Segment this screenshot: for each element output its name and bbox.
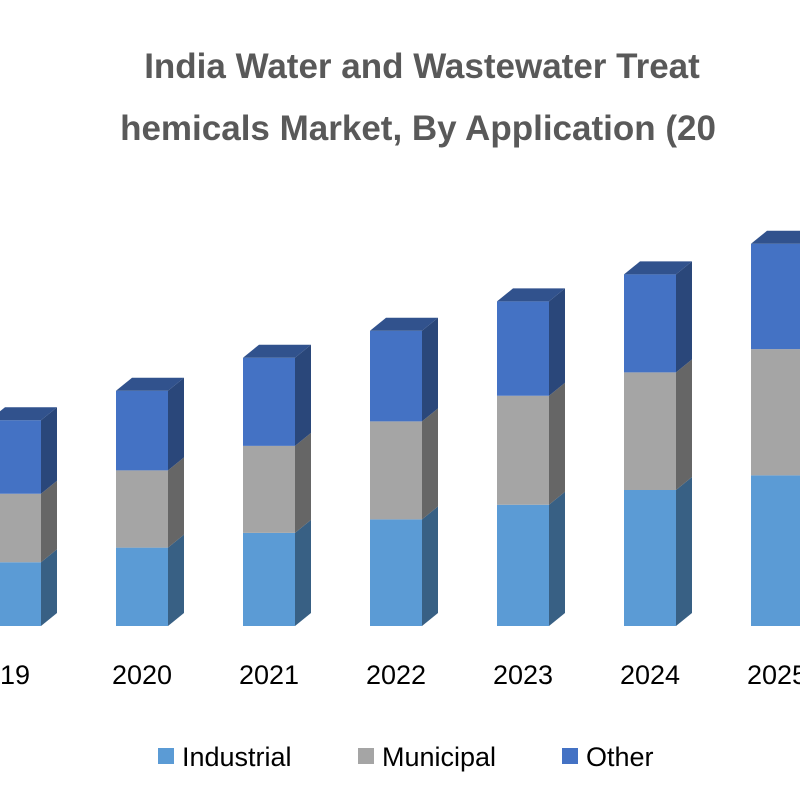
legend-item-municipal: Municipal (358, 742, 496, 772)
bar-segment-industrial-2023 (497, 491, 565, 626)
bar-front-face (624, 490, 676, 626)
bar-side-face (295, 432, 311, 533)
x-tick-label: 2024 (620, 660, 680, 690)
bar-front-face (751, 475, 800, 626)
bar-segment-other-2024 (624, 261, 692, 373)
bar-front-face (370, 330, 422, 422)
bar-front-face (624, 372, 676, 491)
bar-top-face (0, 407, 57, 421)
x-axis-tick-labels: 19 2020 2021 2022 2023 2024 2025 (0, 660, 800, 690)
bar-segment-municipal-2021 (243, 432, 311, 533)
legend-swatch (562, 748, 578, 764)
bar-front-face (497, 504, 549, 626)
bar-side-face (549, 288, 565, 396)
bar-side-face (168, 377, 184, 471)
bar-front-face (370, 421, 422, 520)
x-tick-label: 2025 (747, 660, 800, 690)
bar-front-face (497, 395, 549, 505)
legend-label: Municipal (382, 742, 496, 772)
bar-segment-other-2022 (370, 317, 438, 422)
legend-swatch (158, 748, 174, 764)
x-tick-label: 2023 (493, 660, 553, 690)
bar-segment-industrial-2020 (116, 534, 184, 626)
bar-segment-municipal-2022 (370, 408, 438, 520)
bar-side-face (41, 480, 57, 563)
bar-side-face (168, 457, 184, 548)
bar-front-face (116, 547, 168, 626)
bar-front-face (116, 390, 168, 471)
stacked-bar-2021 (243, 344, 311, 626)
bar-top-face (751, 230, 800, 244)
bar-side-face (295, 519, 311, 626)
bar-front-face (243, 357, 295, 446)
bar-front-face (0, 420, 41, 494)
bar-segment-municipal-2024 (624, 359, 692, 491)
stacked-bar-2020 (116, 377, 184, 626)
x-tick-label: 2022 (366, 660, 426, 690)
bar-segment-other-2020 (116, 377, 184, 471)
chart-title-line-1: India Water and Wastewater Treat (144, 47, 700, 86)
bar-front-face (243, 532, 295, 626)
bar-segment-other-2021 (243, 344, 311, 446)
bar-segment-other-19 (0, 407, 57, 494)
x-tick-label: 2021 (239, 660, 299, 690)
bar-side-face (422, 317, 438, 422)
bar-side-face (422, 506, 438, 626)
chart-title-line-2: hemicals Market, By Application (20 (120, 109, 716, 148)
bar-front-face (370, 519, 422, 626)
stacked-bar-19 (0, 407, 57, 626)
bar-front-face (497, 301, 549, 396)
legend-item-industrial: Industrial (158, 742, 292, 772)
bar-side-face (676, 477, 692, 626)
bar-front-face (0, 493, 41, 563)
legend-label: Other (586, 742, 654, 772)
bar-segment-municipal-2020 (116, 457, 184, 548)
bar-top-face (624, 261, 692, 275)
stacked-bar-2023 (497, 288, 565, 626)
legend-label: Industrial (182, 742, 292, 772)
bar-side-face (295, 344, 311, 446)
bar-segment-municipal-2025 (751, 349, 800, 476)
bar-front-face (0, 562, 41, 626)
bar-front-face (624, 274, 676, 373)
bar-front-face (751, 349, 800, 476)
bar-top-face (116, 377, 184, 391)
bar-front-face (243, 445, 295, 533)
bar-segment-industrial-2021 (243, 519, 311, 626)
bar-group (0, 230, 800, 626)
x-tick-label: 2020 (112, 660, 172, 690)
stacked-bar-2024 (624, 261, 692, 626)
bar-front-face (751, 243, 800, 350)
x-tick-label: 19 (0, 660, 30, 690)
bar-side-face (422, 408, 438, 520)
legend: Industrial Municipal Other (158, 742, 654, 772)
bar-segment-municipal-2023 (497, 382, 565, 505)
bar-segment-municipal-19 (0, 480, 57, 563)
stacked-bar-2025 (751, 230, 800, 626)
bar-side-face (549, 491, 565, 626)
legend-item-other: Other (562, 742, 654, 772)
bar-top-face (497, 288, 565, 302)
legend-swatch (358, 748, 374, 764)
bar-segment-other-2023 (497, 288, 565, 396)
bar-front-face (116, 470, 168, 548)
bar-top-face (370, 317, 438, 331)
bar-segment-industrial-2024 (624, 477, 692, 626)
bar-segment-industrial-19 (0, 549, 57, 626)
bar-side-face (676, 261, 692, 373)
bar-side-face (168, 534, 184, 626)
bar-segment-industrial-2022 (370, 506, 438, 626)
bar-segment-other-2025 (751, 230, 800, 350)
stacked-bar-2022 (370, 317, 438, 626)
bar-side-face (41, 549, 57, 626)
bar-side-face (676, 359, 692, 491)
bar-top-face (243, 344, 311, 358)
bar-side-face (549, 382, 565, 505)
bar-segment-industrial-2025 (751, 475, 800, 626)
bar-side-face (41, 407, 57, 494)
